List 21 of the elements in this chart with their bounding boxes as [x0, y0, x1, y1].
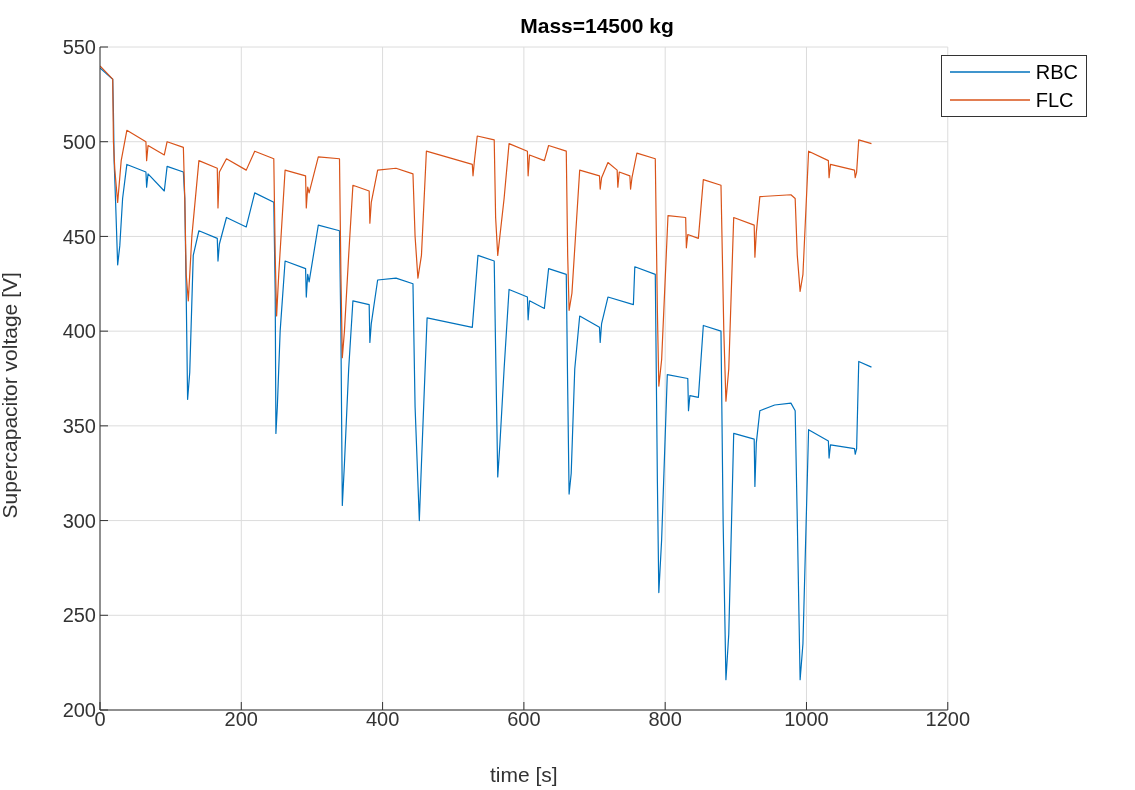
x-tick-label: 400 — [365, 708, 400, 731]
legend-label: FLC — [1035, 88, 1074, 113]
y-tick-label: 400 — [62, 320, 96, 343]
x-tick-label: 200 — [224, 708, 258, 731]
y-tick-label: 550 — [62, 36, 96, 59]
y-tick-label: 300 — [62, 509, 96, 532]
legend-label: RBC — [1035, 60, 1078, 85]
y-tick-label: 350 — [62, 414, 96, 437]
line-series — [100, 65, 873, 402]
y-axis-title: Supercapacitor voltage [V] — [0, 272, 22, 519]
y-tick-label: 500 — [62, 130, 96, 153]
x-tick-label: 800 — [648, 708, 682, 731]
y-tick-label: 250 — [62, 604, 96, 627]
line-series — [100, 67, 873, 681]
x-tick-label: 1000 — [784, 708, 829, 731]
x-tick-label: 1200 — [925, 708, 971, 731]
x-tick-label: 0 — [94, 708, 106, 731]
x-tick-label: 600 — [507, 708, 541, 731]
x-axis-title: time [s] — [490, 763, 558, 786]
chart-title: Mass=14500 kg — [519, 14, 675, 38]
y-tick-label: 450 — [62, 225, 96, 248]
